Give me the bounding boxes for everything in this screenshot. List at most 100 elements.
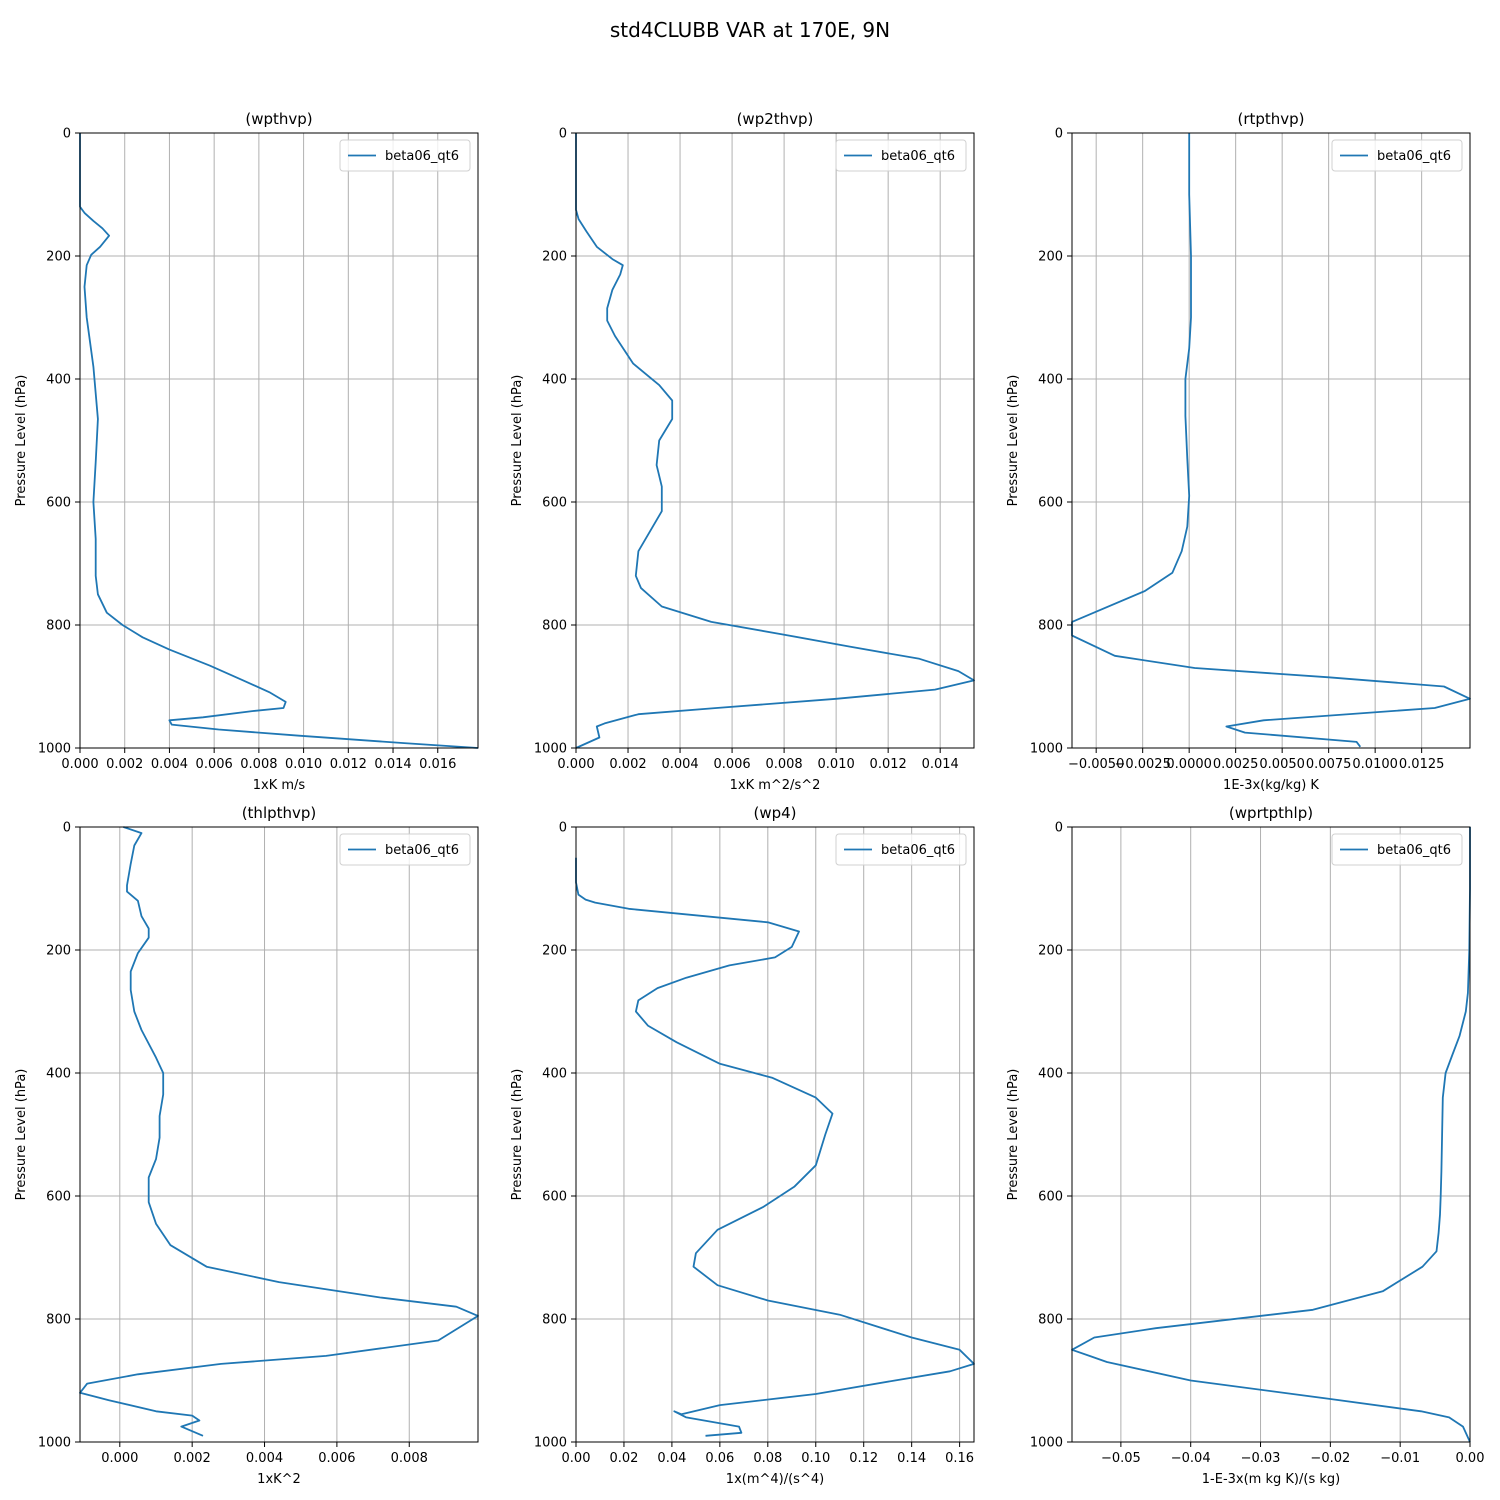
y-tick-label: 200 bbox=[1038, 250, 1063, 265]
x-tick-label: 0.002 bbox=[609, 757, 646, 772]
x-tick-label: 0.04 bbox=[657, 1451, 686, 1466]
y-tick-label: 400 bbox=[46, 373, 71, 388]
x-tick-label: −0.04 bbox=[1171, 1451, 1211, 1466]
x-tick-label: 0.002 bbox=[106, 757, 143, 772]
x-tick-label: −0.05 bbox=[1101, 1451, 1141, 1466]
y-tick-label: 0 bbox=[1055, 821, 1063, 836]
legend-label: beta06_qt6 bbox=[1377, 149, 1451, 164]
x-tick-label: 0.012 bbox=[870, 757, 907, 772]
legend-box bbox=[339, 139, 471, 172]
x-axis-label: 1x(m^4)/(s^4) bbox=[726, 1472, 824, 1487]
x-axis-label: 1-E-3x(m kg K)/(s kg) bbox=[1202, 1472, 1340, 1487]
x-axis-label: 1xK m/s bbox=[253, 778, 306, 793]
series-line-0 bbox=[575, 857, 975, 1437]
series-line-0 bbox=[1071, 133, 1471, 748]
x-tick-label: 0.000 bbox=[557, 757, 594, 772]
axes-frame bbox=[575, 132, 975, 749]
y-tick-label: 1000 bbox=[1030, 1436, 1063, 1451]
y-tick-label: 600 bbox=[542, 1190, 567, 1205]
panel-title: (wp4) bbox=[753, 804, 796, 822]
y-tick-label: 600 bbox=[1038, 496, 1063, 511]
y-tick-label: 0 bbox=[559, 821, 567, 836]
x-tick-label: 0.004 bbox=[151, 757, 188, 772]
axes-frame bbox=[1071, 132, 1471, 749]
y-tick-label: 0 bbox=[559, 127, 567, 142]
y-tick-label: 800 bbox=[542, 1313, 567, 1328]
y-tick-label: 600 bbox=[46, 1190, 71, 1205]
panel-2: 0.000 0.002 0.004 0.006 0.008 0.010 0.012 0.014… bbox=[510, 110, 975, 793]
panel-title: (thlpthvp) bbox=[242, 804, 317, 822]
x-tick-label: 0.000 bbox=[101, 1451, 138, 1466]
axes-frame bbox=[79, 132, 479, 749]
figure-suptitle: std4CLUBB VAR at 170E, 9N bbox=[610, 18, 890, 42]
panel-title: (wp2thvp) bbox=[737, 110, 814, 128]
series-line-0 bbox=[79, 133, 479, 749]
series-line-0 bbox=[575, 133, 975, 749]
x-tick-label: 0.0075 bbox=[1306, 757, 1352, 772]
x-tick-label: 0.0025 bbox=[1213, 757, 1259, 772]
x-tick-label: 0.00 bbox=[562, 1451, 591, 1466]
x-tick-label: −0.01 bbox=[1380, 1451, 1420, 1466]
y-tick-label: 200 bbox=[46, 944, 71, 959]
y-tick-label: 200 bbox=[542, 944, 567, 959]
y-tick-label: 400 bbox=[46, 1067, 71, 1082]
x-tick-label: 0.0050 bbox=[1259, 757, 1305, 772]
y-tick-label: 200 bbox=[1038, 944, 1063, 959]
x-tick-label: 0.006 bbox=[318, 1451, 355, 1466]
panel-title: (rtpthvp) bbox=[1237, 110, 1304, 128]
x-axis-label: 1xK m^2/s^2 bbox=[730, 778, 821, 793]
panel-4: 0.000 0.002 0.004 0.006 0.008 0 200 400 600 800 10… bbox=[14, 804, 479, 1487]
x-tick-label: 0.0125 bbox=[1399, 757, 1445, 772]
legend: beta06_qt6 bbox=[835, 833, 967, 866]
y-axis-label: Pressure Level (hPa) bbox=[510, 1069, 525, 1201]
y-tick-label: 1000 bbox=[1030, 742, 1063, 757]
x-tick-label: 0.10 bbox=[801, 1451, 830, 1466]
x-tick-label: 0.008 bbox=[391, 1451, 428, 1466]
x-tick-label: 0.06 bbox=[705, 1451, 734, 1466]
x-tick-label: 0.004 bbox=[246, 1451, 283, 1466]
y-tick-label: 200 bbox=[542, 250, 567, 265]
x-tick-label: 0.12 bbox=[849, 1451, 878, 1466]
y-axis-label: Pressure Level (hPa) bbox=[1006, 1069, 1021, 1201]
y-tick-label: 1000 bbox=[38, 742, 71, 757]
panel-title: (wprtpthlp) bbox=[1229, 804, 1313, 822]
x-tick-label: −0.03 bbox=[1241, 1451, 1281, 1466]
legend: beta06_qt6 bbox=[339, 833, 471, 866]
legend-label: beta06_qt6 bbox=[385, 149, 459, 164]
y-tick-label: 400 bbox=[1038, 373, 1063, 388]
panel-title: (wpthvp) bbox=[245, 110, 312, 128]
x-axis-label: 1E-3x(kg/kg) K bbox=[1223, 778, 1319, 793]
legend-label: beta06_qt6 bbox=[1377, 843, 1451, 858]
y-axis-label: Pressure Level (hPa) bbox=[14, 375, 29, 507]
y-tick-label: 800 bbox=[1038, 1313, 1063, 1328]
x-tick-label: 0.010 bbox=[285, 757, 322, 772]
y-tick-label: 800 bbox=[46, 619, 71, 634]
y-tick-label: 800 bbox=[542, 619, 567, 634]
x-tick-label: 0.008 bbox=[240, 757, 277, 772]
y-tick-label: 600 bbox=[46, 496, 71, 511]
x-tick-label: 0.010 bbox=[818, 757, 855, 772]
x-tick-label: 0.016 bbox=[419, 757, 456, 772]
legend-box bbox=[1331, 139, 1463, 172]
legend-box bbox=[339, 833, 471, 866]
x-tick-label: 0.08 bbox=[753, 1451, 782, 1466]
x-tick-label: −0.0050 bbox=[1068, 757, 1124, 772]
legend: beta06_qt6 bbox=[339, 139, 471, 172]
y-tick-label: 1000 bbox=[534, 742, 567, 757]
y-tick-label: 0 bbox=[63, 127, 71, 142]
y-tick-label: 400 bbox=[542, 373, 567, 388]
x-tick-label: 0.0000 bbox=[1166, 757, 1212, 772]
y-tick-label: 1000 bbox=[38, 1436, 71, 1451]
legend-box bbox=[1331, 833, 1463, 866]
y-tick-label: 0 bbox=[63, 821, 71, 836]
panel-5: 0.00 0.02 0.04 0.06 0.08 0.10 0.12 0.14 0.16 0 200… bbox=[510, 804, 975, 1487]
legend-box bbox=[835, 833, 967, 866]
panel-6: −0.05 −0.04 −0.03 −0.02 −0.01 0.00 0 200 400 600 8… bbox=[1006, 804, 1484, 1487]
x-tick-label: 0.012 bbox=[330, 757, 367, 772]
panel-1: 0.000 0.002 0.004 0.006 0.008 0.010 0.012 0.014… bbox=[14, 110, 479, 793]
y-axis-label: Pressure Level (hPa) bbox=[1006, 375, 1021, 507]
x-tick-label: 0.004 bbox=[661, 757, 698, 772]
